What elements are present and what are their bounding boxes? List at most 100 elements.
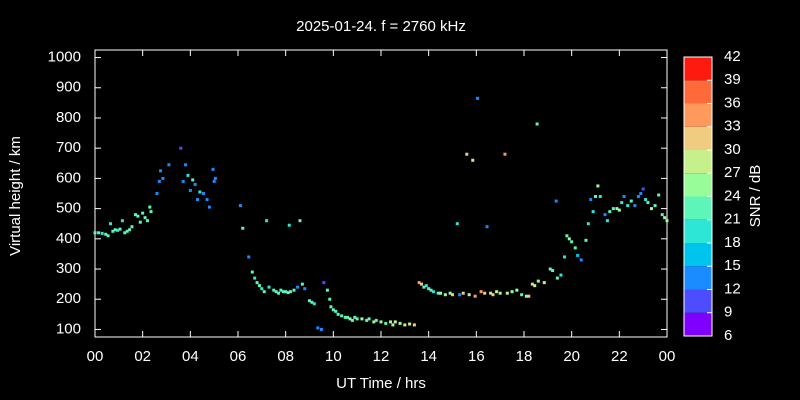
data-point	[288, 290, 292, 294]
data-point	[626, 204, 630, 208]
data-point	[257, 284, 261, 288]
data-point	[238, 204, 242, 208]
y-tick-label: 1000	[48, 49, 81, 66]
y-tick-label: 500	[56, 200, 81, 217]
data-point	[479, 290, 483, 294]
data-point	[471, 158, 475, 162]
data-point	[467, 293, 471, 297]
data-point	[118, 227, 122, 231]
data-point	[360, 317, 364, 321]
data-point	[448, 291, 452, 295]
data-point	[408, 322, 412, 326]
data-point	[412, 323, 416, 327]
colorbar-band	[684, 173, 712, 197]
data-point	[343, 315, 347, 319]
x-tick-label: 00	[87, 348, 104, 365]
data-point	[136, 214, 140, 218]
data-point	[420, 282, 424, 286]
data-point	[565, 234, 569, 238]
y-tick-label: 600	[56, 169, 81, 186]
x-tick-label: 18	[516, 348, 533, 365]
data-point	[265, 219, 269, 223]
data-point	[403, 323, 407, 327]
colorbar-tick-label: 36	[724, 94, 741, 111]
data-point	[292, 288, 296, 292]
data-point	[567, 237, 571, 241]
y-tick-label: 300	[56, 260, 81, 277]
data-point	[535, 122, 539, 126]
data-point	[431, 290, 435, 294]
data-point	[141, 211, 145, 215]
data-point	[646, 201, 650, 205]
data-point	[503, 152, 507, 156]
data-point	[641, 187, 645, 191]
data-point	[104, 232, 108, 236]
data-point	[159, 169, 163, 173]
data-point	[639, 192, 643, 195]
colorbar-label: SNR / dB	[747, 165, 764, 228]
colorbar-band	[684, 312, 712, 336]
data-point	[622, 195, 626, 199]
data-point	[663, 216, 667, 220]
data-point	[120, 219, 124, 223]
data-point	[298, 219, 302, 223]
colorbar-band	[684, 80, 712, 104]
data-point	[155, 192, 159, 195]
y-tick-label: 900	[56, 79, 81, 96]
data-point	[247, 255, 251, 259]
data-point	[303, 287, 307, 291]
data-point	[429, 288, 433, 292]
data-point	[596, 184, 600, 188]
data-point	[296, 285, 300, 289]
data-point	[97, 231, 101, 235]
data-point	[241, 226, 245, 230]
data-point	[186, 173, 190, 177]
data-point	[598, 195, 602, 199]
data-point	[340, 314, 344, 318]
data-point	[100, 231, 104, 235]
data-point	[551, 269, 555, 273]
data-point	[489, 291, 493, 295]
data-point	[548, 267, 552, 271]
x-tick-label: 04	[182, 348, 199, 365]
data-point	[476, 96, 480, 100]
data-point	[579, 258, 583, 262]
data-point	[586, 222, 590, 226]
colorbar-tick-label: 42	[724, 48, 741, 65]
plot-frame	[94, 49, 668, 338]
x-tick-label: 10	[325, 348, 342, 365]
data-point	[559, 273, 563, 277]
data-point	[650, 207, 654, 211]
data-point	[505, 291, 509, 295]
data-point	[143, 216, 147, 220]
data-point	[179, 146, 183, 150]
data-point	[611, 207, 615, 211]
data-point	[181, 179, 185, 183]
chart-title: 2025-01-24. f = 2760 kHz	[296, 18, 466, 35]
data-point	[391, 323, 395, 327]
x-tick-label: 12	[373, 348, 390, 365]
data-point	[520, 293, 524, 297]
x-axis-label: UT Time / hrs	[336, 375, 426, 392]
data-point	[334, 309, 338, 313]
data-point	[608, 210, 612, 214]
data-point	[555, 276, 559, 280]
data-point	[365, 318, 369, 322]
data-point	[355, 317, 359, 321]
data-point	[262, 290, 266, 294]
data-point	[524, 294, 528, 298]
data-point	[250, 270, 254, 274]
data-point	[188, 188, 192, 192]
data-point	[465, 152, 469, 156]
data-point	[372, 320, 376, 324]
data-point	[527, 294, 531, 298]
data-point	[533, 284, 537, 288]
data-point	[510, 290, 514, 294]
y-tick-label: 800	[56, 109, 81, 126]
y-tick-label: 100	[56, 320, 81, 337]
data-point	[389, 320, 393, 324]
data-point	[491, 293, 495, 297]
data-point	[576, 253, 580, 257]
